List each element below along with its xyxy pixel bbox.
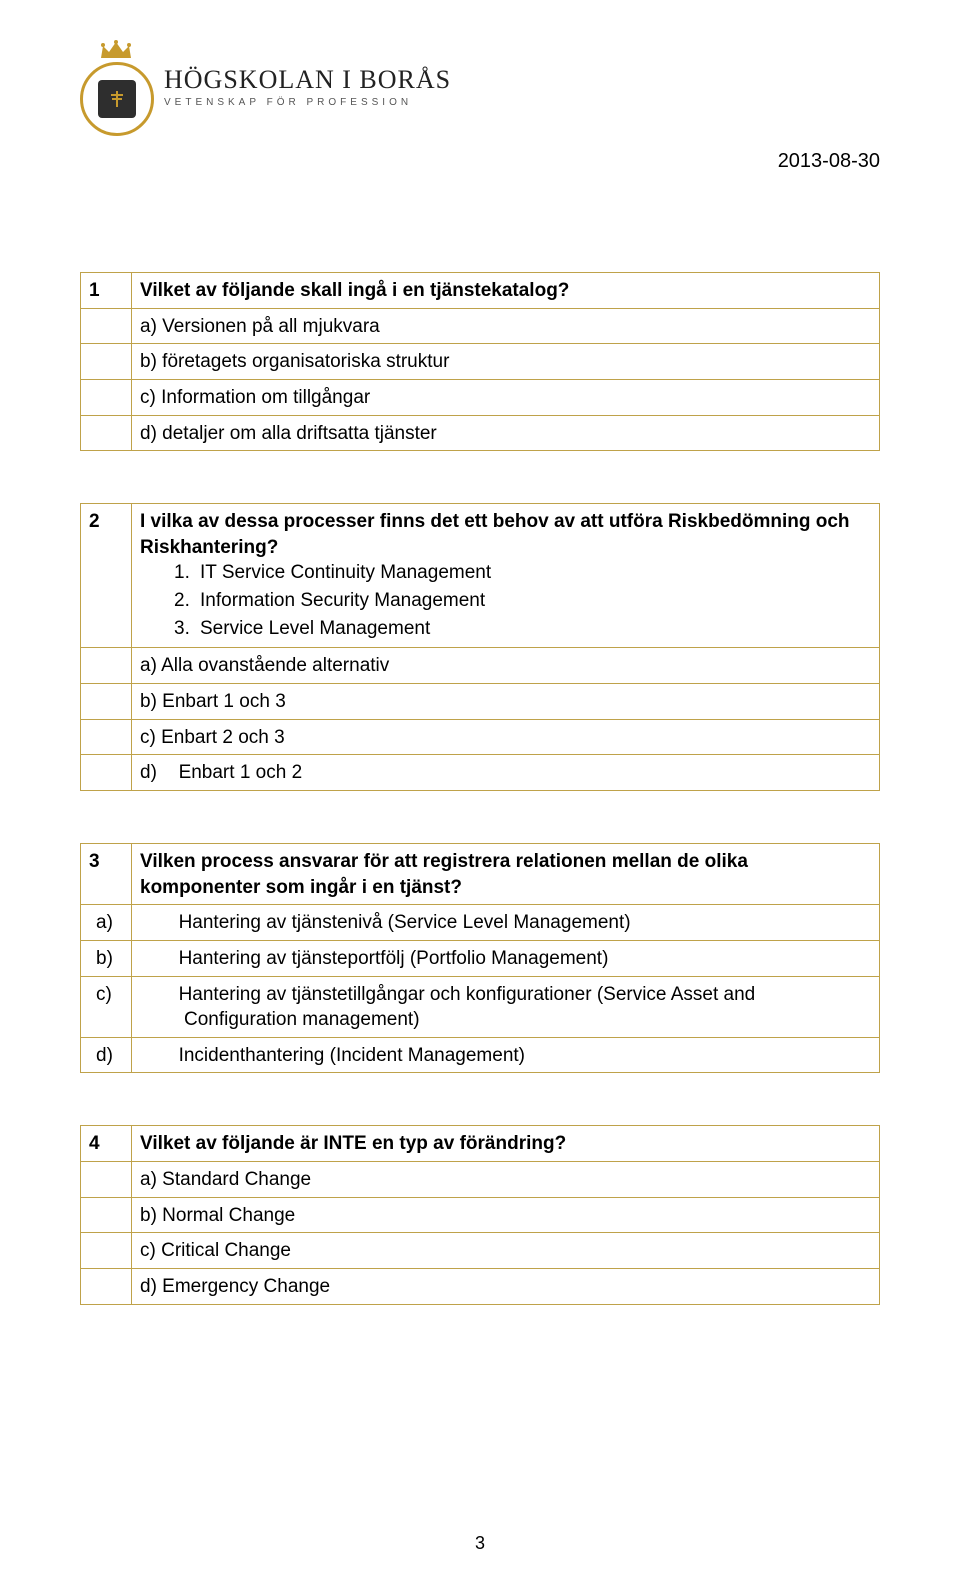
q3-opt-b: b) Hantering av tjänsteportfölj (Portfol… <box>132 940 880 976</box>
table-row: d) Incidenthantering (Incident Managemen… <box>81 1037 880 1073</box>
q4-opt-a: a) Standard Change <box>132 1162 880 1198</box>
q1-stem-text: Vilket av följande skall ingå i en tjäns… <box>140 280 569 301</box>
table-row: 1 Vilket av följande skall ingå i en tjä… <box>81 273 880 309</box>
spacer <box>80 1089 880 1125</box>
q2-li1: IT Service Continuity Management <box>200 562 491 583</box>
table-row: 3 Vilken process ansvarar för att regist… <box>81 843 880 904</box>
q4-empty <box>81 1197 132 1233</box>
q3-opt-a: a) Hantering av tjänstenivå (Service Lev… <box>132 905 880 941</box>
q3-stem: Vilken process ansvarar för att registre… <box>132 843 880 904</box>
q3-c-text: Hantering av tjänstetillgångar och konfi… <box>179 984 756 1031</box>
document-date: 2013-08-30 <box>778 150 880 173</box>
q2-li3: Service Level Management <box>200 618 430 639</box>
list-item: 3.Service Level Management <box>174 616 871 642</box>
table-row: 2 I vilka av dessa processer finns det e… <box>81 504 880 648</box>
table-row: d) Enbart 1 och 2 <box>81 755 880 791</box>
table-row: b) Normal Change <box>81 1197 880 1233</box>
institution-name: HÖGSKOLAN I BORÅS <box>164 65 451 95</box>
table-row: d) Emergency Change <box>81 1269 880 1305</box>
q2-opt-c: c) Enbart 2 och 3 <box>132 719 880 755</box>
q1-empty <box>81 344 132 380</box>
list-item: 1.IT Service Continuity Management <box>174 560 871 586</box>
q3-c-letter: c) <box>140 982 168 1008</box>
q2-d-text: Enbart 1 och 2 <box>179 762 303 783</box>
question-1-table: 1 Vilket av följande skall ingå i en tjä… <box>80 272 880 451</box>
q3-opt-c: c) Hantering av tjänstetillgångar och ko… <box>132 976 880 1037</box>
page-header: HÖGSKOLAN I BORÅS VETENSKAP FÖR PROFESSI… <box>80 40 880 132</box>
seal-inner-icon <box>98 80 136 118</box>
q4-empty <box>81 1233 132 1269</box>
table-row: 4 Vilket av följande är INTE en typ av f… <box>81 1126 880 1162</box>
q2-opt-a: a) Alla ovanstående alternativ <box>132 648 880 684</box>
q2-li2: Information Security Management <box>200 590 485 611</box>
q3-stem-text: Vilken process ansvarar för att registre… <box>140 851 748 898</box>
q4-number: 4 <box>81 1126 132 1162</box>
q4-stem-text: Vilket av följande är INTE en typ av för… <box>140 1133 566 1154</box>
institution-logo <box>80 40 152 132</box>
document-content: 1 Vilket av följande skall ingå i en tjä… <box>80 272 880 1305</box>
q1-opt-d: d) detaljer om alla driftsatta tjänster <box>132 415 880 451</box>
institution-tagline: VETENSKAP FÖR PROFESSION <box>164 97 451 108</box>
q2-opt-d: d) Enbart 1 och 2 <box>132 755 880 791</box>
q4-opt-d: d) Emergency Change <box>132 1269 880 1305</box>
q1-number: 1 <box>81 273 132 309</box>
table-row: b) företagets organisatoriska struktur <box>81 344 880 380</box>
q4-empty <box>81 1162 132 1198</box>
table-row: c) Enbart 2 och 3 <box>81 719 880 755</box>
document-page: HÖGSKOLAN I BORÅS VETENSKAP FÖR PROFESSI… <box>0 0 960 1584</box>
table-row: c) Information om tillgångar <box>81 379 880 415</box>
table-row: c) Critical Change <box>81 1233 880 1269</box>
spacer <box>80 467 880 503</box>
q3-opt-d: d) Incidenthantering (Incident Managemen… <box>132 1037 880 1073</box>
q2-opt-b: b) Enbart 1 och 3 <box>132 684 880 720</box>
q3-number: 3 <box>81 843 132 904</box>
q4-stem: Vilket av följande är INTE en typ av för… <box>132 1126 880 1162</box>
q3-d-letter: d) <box>140 1043 168 1069</box>
q2-li1-num: 1. <box>174 560 200 586</box>
q1-empty <box>81 415 132 451</box>
table-row: a) Versionen på all mjukvara <box>81 308 880 344</box>
q1-empty <box>81 308 132 344</box>
seal-ring-icon <box>80 62 154 136</box>
table-row: a) Alla ovanstående alternativ <box>81 648 880 684</box>
table-row: b) Hantering av tjänsteportfölj (Portfol… <box>81 940 880 976</box>
q3-a-letter: a) <box>140 910 168 936</box>
q2-stem: I vilka av dessa processer finns det ett… <box>140 509 871 560</box>
crown-icon <box>99 40 133 60</box>
q2-d-letter: d) <box>140 760 168 786</box>
q2-empty <box>81 684 132 720</box>
q1-opt-c: c) Information om tillgångar <box>132 379 880 415</box>
q2-empty <box>81 648 132 684</box>
table-row: a) Standard Change <box>81 1162 880 1198</box>
table-row: a) Hantering av tjänstenivå (Service Lev… <box>81 905 880 941</box>
q4-opt-b: b) Normal Change <box>132 1197 880 1233</box>
q4-empty <box>81 1269 132 1305</box>
q3-d-text: Incidenthantering (Incident Management) <box>179 1045 525 1066</box>
question-4-table: 4 Vilket av följande är INTE en typ av f… <box>80 1125 880 1304</box>
q3-a-text: Hantering av tjänstenivå (Service Level … <box>179 912 631 933</box>
q1-stem: Vilket av följande skall ingå i en tjäns… <box>132 273 880 309</box>
question-2-table: 2 I vilka av dessa processer finns det e… <box>80 503 880 791</box>
q2-li3-num: 3. <box>174 616 200 642</box>
q2-empty <box>81 755 132 791</box>
q4-opt-c: c) Critical Change <box>132 1233 880 1269</box>
table-row: b) Enbart 1 och 3 <box>81 684 880 720</box>
list-item: 2.Information Security Management <box>174 588 871 614</box>
q2-number: 2 <box>81 504 132 648</box>
q2-li2-num: 2. <box>174 588 200 614</box>
q3-b-letter: b) <box>140 946 168 972</box>
q1-empty <box>81 379 132 415</box>
q1-opt-a: a) Versionen på all mjukvara <box>132 308 880 344</box>
table-row: d) detaljer om alla driftsatta tjänster <box>81 415 880 451</box>
table-row: c) Hantering av tjänstetillgångar och ko… <box>81 976 880 1037</box>
spacer <box>80 807 880 843</box>
q3-b-text: Hantering av tjänsteportfölj (Portfolio … <box>179 948 609 969</box>
q2-empty <box>81 719 132 755</box>
page-number: 3 <box>0 1533 960 1554</box>
question-3-table: 3 Vilken process ansvarar för att regist… <box>80 843 880 1073</box>
institution-text-block: HÖGSKOLAN I BORÅS VETENSKAP FÖR PROFESSI… <box>164 65 451 108</box>
q2-list: 1.IT Service Continuity Management 2.Inf… <box>174 560 871 641</box>
q1-opt-b: b) företagets organisatoriska struktur <box>132 344 880 380</box>
q2-stem-cell: I vilka av dessa processer finns det ett… <box>132 504 880 648</box>
